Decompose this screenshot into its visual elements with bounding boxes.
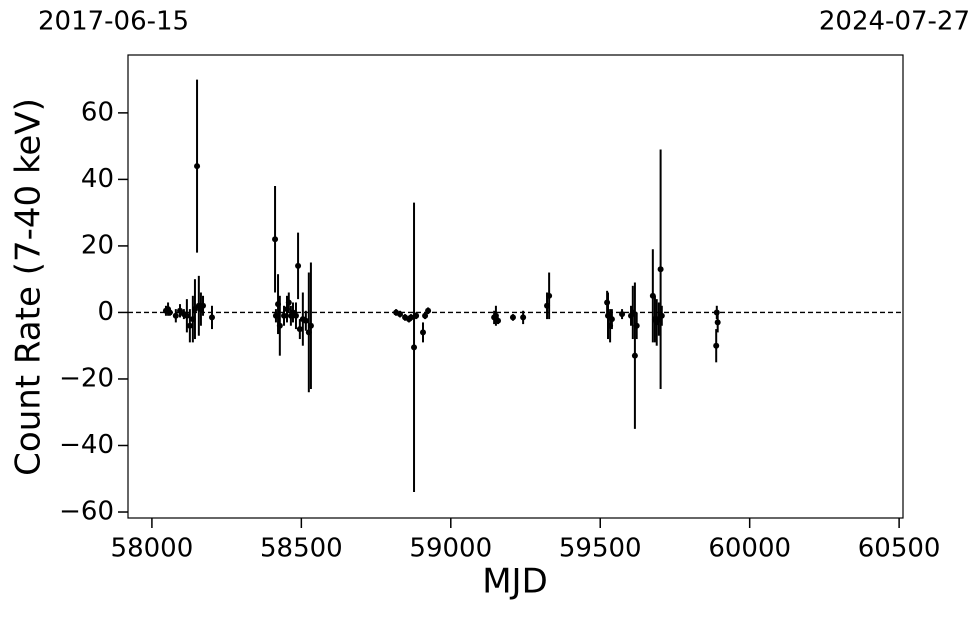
y-tick-label: 20 bbox=[81, 230, 114, 260]
data-point bbox=[284, 306, 291, 313]
plot-frame bbox=[127, 54, 904, 519]
data-point bbox=[631, 352, 638, 359]
data-point bbox=[276, 322, 283, 329]
x-axis-label: MJD bbox=[482, 562, 548, 602]
data-point bbox=[275, 301, 282, 308]
y-tick-label: 60 bbox=[81, 97, 114, 127]
x-tick-label: 60000 bbox=[708, 534, 791, 564]
data-point bbox=[495, 317, 502, 324]
data-point bbox=[307, 322, 314, 329]
data-point bbox=[295, 262, 302, 269]
data-point bbox=[172, 312, 179, 319]
data-point bbox=[191, 306, 198, 313]
y-tick-label: 40 bbox=[81, 164, 114, 194]
data-point bbox=[419, 329, 426, 336]
data-point bbox=[713, 309, 720, 316]
x-tick-label: 58500 bbox=[260, 534, 343, 564]
data-point bbox=[272, 312, 279, 319]
y-tick-label: 0 bbox=[97, 297, 114, 327]
data-point bbox=[189, 316, 196, 323]
data-point bbox=[408, 314, 415, 321]
data-point bbox=[183, 312, 190, 319]
data-point bbox=[281, 312, 288, 319]
data-point bbox=[411, 344, 418, 351]
data-point bbox=[604, 299, 611, 306]
data-point bbox=[166, 309, 173, 316]
data-point bbox=[194, 163, 201, 170]
data-point bbox=[605, 312, 612, 319]
data-point bbox=[285, 299, 292, 306]
data-point bbox=[305, 329, 312, 336]
data-point bbox=[509, 314, 516, 321]
data-point bbox=[200, 302, 207, 309]
x-tick-label: 60500 bbox=[858, 534, 941, 564]
data-point bbox=[546, 292, 553, 299]
x-tick-label: 58000 bbox=[111, 534, 194, 564]
x-tick-label: 59500 bbox=[559, 534, 642, 564]
data-point bbox=[607, 322, 614, 329]
x-tick-label: 59000 bbox=[409, 534, 492, 564]
data-point bbox=[633, 322, 640, 329]
data-point bbox=[272, 236, 279, 243]
top-left-label: 2017-06-15 bbox=[38, 7, 189, 37]
data-point bbox=[413, 312, 420, 319]
data-point bbox=[296, 326, 303, 333]
data-point bbox=[425, 307, 432, 314]
y-tick-label: −20 bbox=[59, 363, 114, 393]
top-right-label: 2024-07-27 bbox=[819, 7, 970, 37]
data-point bbox=[302, 317, 309, 324]
data-point bbox=[713, 342, 720, 349]
y-tick-label: −40 bbox=[59, 430, 114, 460]
data-point bbox=[177, 307, 184, 314]
y-axis-label: Count Rate (7-40 keV) bbox=[9, 98, 49, 476]
data-point bbox=[422, 312, 429, 319]
data-point bbox=[608, 316, 615, 323]
data-point bbox=[544, 302, 551, 309]
data-point bbox=[657, 266, 664, 273]
data-point bbox=[629, 309, 636, 316]
data-point bbox=[658, 312, 665, 319]
data-point bbox=[396, 311, 403, 318]
data-point bbox=[520, 314, 527, 321]
data-point bbox=[649, 292, 656, 299]
data-point bbox=[292, 312, 299, 319]
data-point bbox=[714, 319, 721, 326]
data-point bbox=[186, 322, 193, 329]
data-point bbox=[492, 312, 499, 319]
y-tick-label: −60 bbox=[59, 497, 114, 527]
data-point bbox=[208, 314, 215, 321]
data-point bbox=[619, 311, 626, 318]
